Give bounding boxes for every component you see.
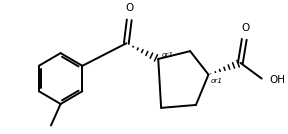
Text: OH: OH	[269, 75, 285, 85]
Text: O: O	[241, 23, 249, 33]
Text: or1: or1	[211, 79, 222, 84]
Text: O: O	[125, 3, 133, 13]
Text: or1: or1	[162, 52, 174, 58]
